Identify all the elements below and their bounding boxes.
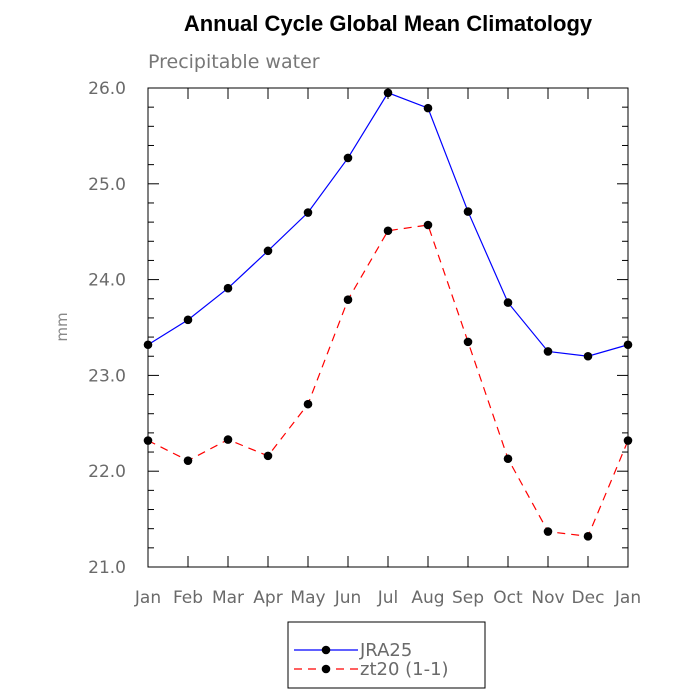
- data-point: [423, 103, 433, 113]
- y-tick-label: 21.0: [88, 558, 126, 578]
- data-point: [463, 337, 473, 347]
- y-tick-label: 26.0: [88, 79, 126, 99]
- x-tick-label: Apr: [253, 588, 282, 608]
- data-point: [543, 347, 553, 356]
- data-point: [383, 226, 393, 236]
- legend-marker-0: [321, 645, 331, 655]
- data-point: [583, 532, 593, 541]
- data-point: [183, 456, 193, 465]
- x-tick-label: Jan: [134, 588, 161, 608]
- data-point: [463, 207, 473, 216]
- legend-label: zt20 (1-1): [360, 659, 449, 680]
- x-tick-label: Sep: [452, 588, 484, 608]
- x-tick-label: Oct: [493, 588, 523, 608]
- x-tick-label: Jul: [377, 588, 399, 608]
- x-tick-label: Aug: [411, 588, 444, 608]
- x-tick-label: Jan: [614, 588, 641, 608]
- x-tick-label: Jun: [334, 588, 362, 608]
- y-tick-label: 24.0: [88, 271, 126, 291]
- data-point: [343, 295, 353, 305]
- data-point: [543, 527, 553, 536]
- data-point: [223, 435, 233, 444]
- y-axis-label: mm: [53, 312, 71, 341]
- legend-box: [287, 621, 486, 689]
- series-lines: [147, 92, 629, 537]
- x-tick-label: Nov: [531, 588, 564, 608]
- data-point: [503, 298, 513, 307]
- series-line-1: [147, 224, 629, 537]
- data-point: [303, 208, 313, 217]
- data-point: [143, 436, 153, 445]
- x-tick-label: Dec: [572, 588, 605, 608]
- y-tick-label: 22.0: [88, 462, 126, 482]
- data-point: [623, 340, 633, 350]
- data-point: [223, 283, 233, 293]
- y-tick-label: 23.0: [88, 366, 126, 386]
- chart-subtitle: Precipitable water: [148, 51, 320, 73]
- series-line-0: [147, 92, 629, 357]
- legend-marker-1: [321, 664, 331, 674]
- data-point: [583, 351, 593, 361]
- legend-label: JRA25: [359, 640, 412, 661]
- data-point: [623, 436, 633, 445]
- data-point: [423, 220, 433, 230]
- chart-title: Annual Cycle Global Mean Climatology: [184, 11, 593, 36]
- data-point: [183, 315, 193, 325]
- data-point: [263, 246, 273, 256]
- data-point: [383, 88, 393, 98]
- x-tick-label: May: [290, 588, 325, 608]
- y-tick-label: 25.0: [88, 175, 126, 195]
- x-tick-label: Feb: [173, 588, 203, 608]
- data-point: [303, 399, 313, 409]
- x-tick-label: Mar: [212, 588, 244, 608]
- data-point: [503, 454, 513, 464]
- data-point: [143, 340, 153, 350]
- axes: 21.0 22.0 23.0 24.0 25.0 26.0 Jan Feb Mar Apr May J…: [88, 79, 641, 608]
- plot-frame: [147, 87, 629, 568]
- series-markers: [143, 88, 633, 541]
- data-point: [343, 153, 353, 163]
- data-point: [263, 451, 273, 461]
